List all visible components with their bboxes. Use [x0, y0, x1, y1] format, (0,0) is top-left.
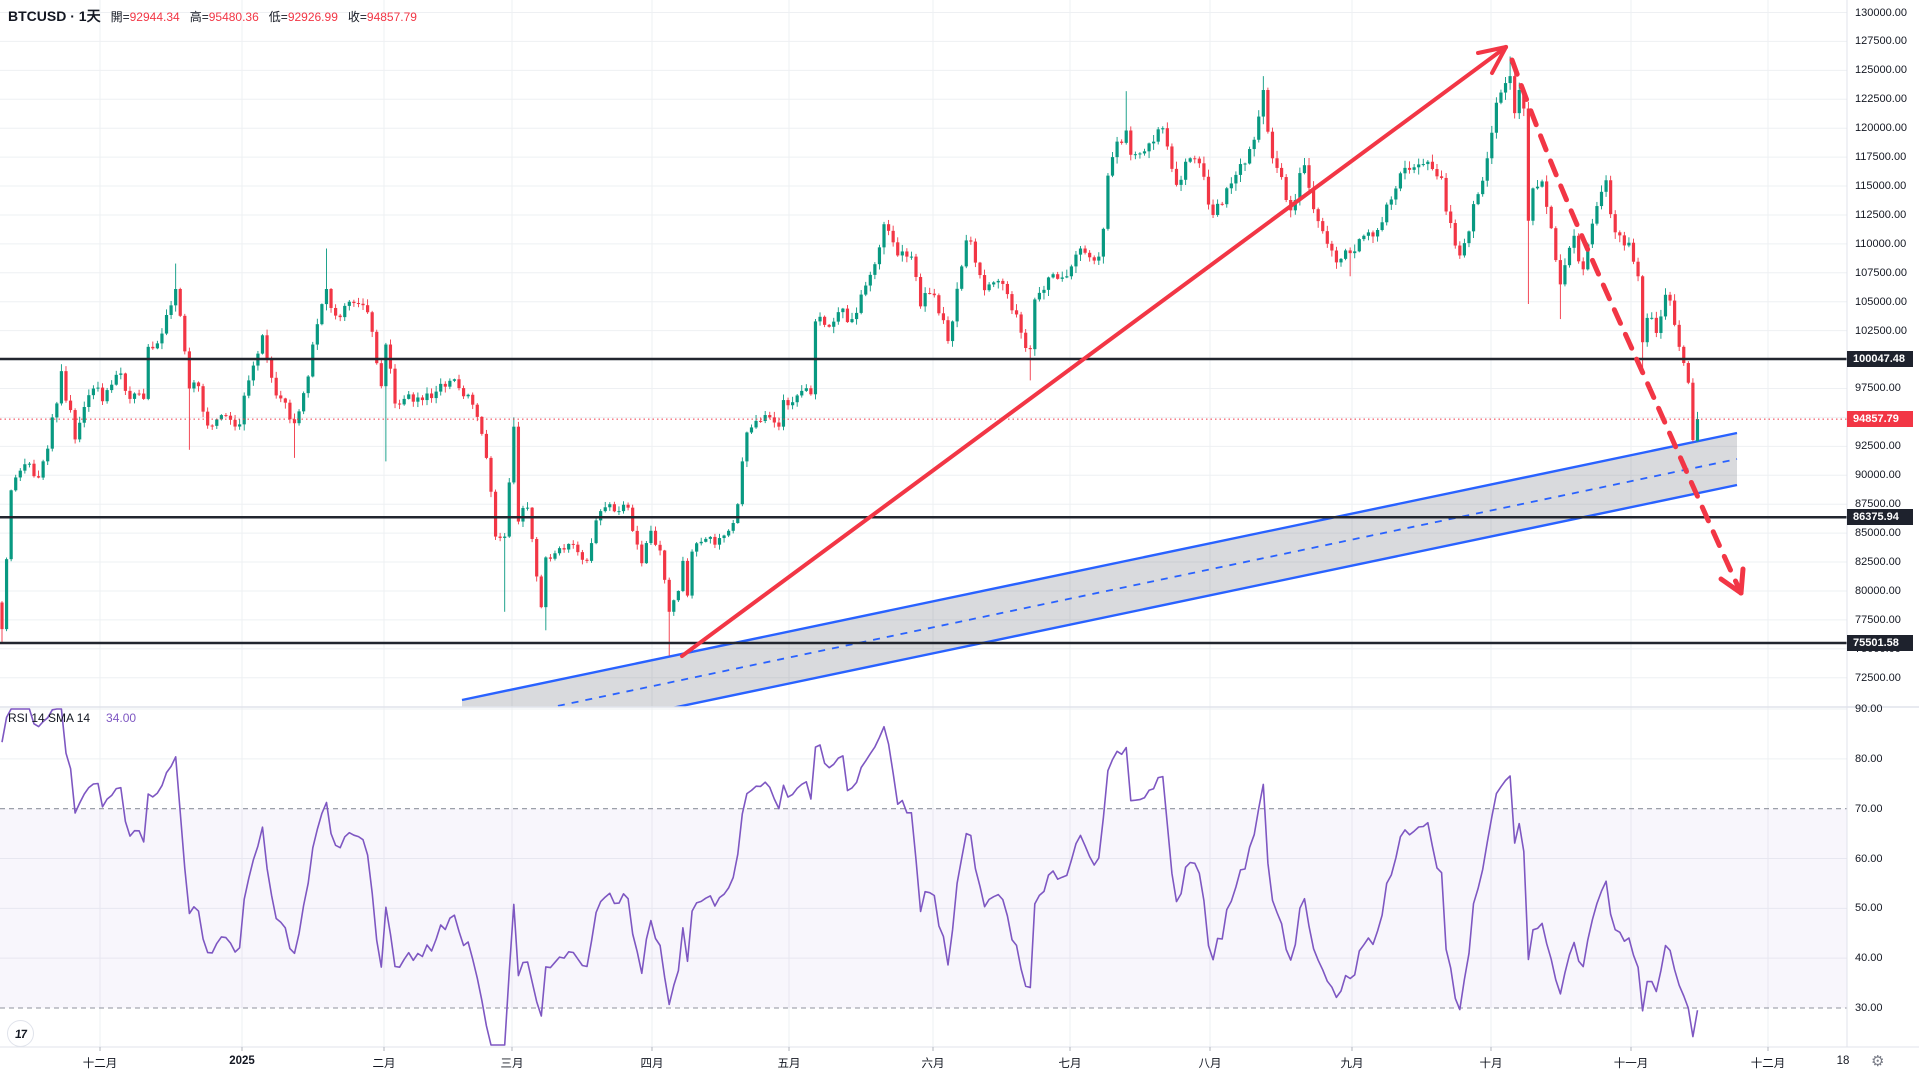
- ohlc-close: 收=94857.79: [347, 10, 417, 24]
- tradingview-logo[interactable]: 17: [7, 1020, 34, 1047]
- horizontal-line-drawings[interactable]: [0, 357, 1847, 645]
- rsi-band: [0, 808, 1847, 1009]
- rsi-tick-label: 40.00: [1855, 952, 1883, 965]
- price-level-label: 86375.94: [1847, 509, 1913, 526]
- price-tick-label: 85000.00: [1855, 527, 1901, 540]
- candlestick-series[interactable]: [0, 56, 1700, 656]
- price-tick-label: 127500.00: [1855, 35, 1907, 48]
- time-tick-label: 十一月: [1613, 1058, 1649, 1070]
- rsi-tick-label: 50.00: [1855, 902, 1883, 915]
- price-tick-label: 122500.00: [1855, 93, 1907, 106]
- ohlc-low: 低=92926.99: [268, 10, 338, 24]
- time-axis[interactable]: 十二月 2025 二月 三月 四月 五月 六月 七月 八月 九月 十月 十一月 十二月 18: [0, 1048, 1919, 1079]
- rsi-tick-label: 60.00: [1855, 852, 1883, 865]
- price-tick-label: 80000.00: [1855, 584, 1901, 597]
- price-tick-label: 105000.00: [1855, 295, 1907, 308]
- price-tick-label: 82500.00: [1855, 556, 1901, 569]
- time-tick-label: 十二月: [82, 1058, 118, 1070]
- price-level-label: 94857.79: [1847, 411, 1913, 428]
- time-tick-label: 八月: [1198, 1058, 1222, 1070]
- rsi-tick-label: 90.00: [1855, 703, 1883, 715]
- rsi-tick-label: 30.00: [1855, 1002, 1883, 1014]
- rsi-title: RSI 14 SMA 14: [8, 711, 91, 725]
- ohlc-high: 高=95480.36: [189, 10, 259, 24]
- price-tick-label: 120000.00: [1855, 122, 1907, 135]
- price-tick-label: 125000.00: [1855, 64, 1907, 77]
- price-tick-label: 110000.00: [1855, 237, 1907, 250]
- price-tick-label: 97500.00: [1855, 382, 1901, 395]
- time-tick-label: 五月: [777, 1058, 801, 1070]
- rsi-tick-label: 70.00: [1855, 802, 1883, 815]
- settings-gear-icon[interactable]: ⚙: [1871, 1053, 1885, 1070]
- time-tick-label: 九月: [1340, 1058, 1364, 1070]
- price-tick-label: 102500.00: [1855, 324, 1907, 337]
- price-tick-label: 117500.00: [1855, 151, 1907, 164]
- rsi-line: [1, 708, 1699, 1046]
- time-tick-label: 18: [1836, 1055, 1850, 1067]
- rsi-value: 34.00: [106, 711, 137, 725]
- symbol-title: BTCUSD · 1天: [8, 8, 101, 24]
- time-tick-label: 十月: [1479, 1058, 1503, 1070]
- price-tick-label: 90000.00: [1855, 469, 1901, 482]
- symbol-legend[interactable]: BTCUSD · 1天 開=92944.34 高=95480.36 低=9292…: [8, 6, 417, 26]
- ohlc-open: 開=92944.34: [110, 10, 180, 24]
- tradingview-logo-glyph: 17: [14, 1026, 27, 1041]
- price-tick-label: 107500.00: [1855, 266, 1907, 279]
- price-tick-label: 115000.00: [1855, 180, 1907, 193]
- price-tick-label: 77500.00: [1855, 613, 1901, 626]
- price-level-label: 100047.48: [1847, 351, 1913, 368]
- price-axis[interactable]: 130000.00 127500.00 125000.00 122500.00 1200…: [1848, 0, 1919, 1047]
- time-tick-label: 二月: [372, 1058, 396, 1070]
- price-tick-label: 112500.00: [1855, 208, 1907, 221]
- time-tick-label: 七月: [1058, 1058, 1082, 1070]
- time-tick-label: 六月: [921, 1058, 945, 1070]
- price-tick-label: 87500.00: [1855, 498, 1901, 511]
- time-tick-label: 十二月: [1750, 1058, 1786, 1070]
- time-tick-label: 四月: [640, 1058, 664, 1070]
- rsi-tick-label: 80.00: [1855, 752, 1883, 765]
- price-tick-label: 92500.00: [1855, 440, 1901, 453]
- parallel-channel-drawing[interactable]: [461, 431, 1738, 752]
- price-level-label: 75501.58: [1847, 635, 1913, 651]
- trend-arrow-drawings[interactable]: [680, 45, 1746, 658]
- price-tick-label: 72500.00: [1855, 671, 1901, 684]
- time-tick-label: 三月: [500, 1058, 524, 1070]
- rsi-legend[interactable]: RSI 14 SMA 14 34.00: [8, 711, 136, 725]
- time-tick-label: 2025: [229, 1055, 255, 1067]
- price-tick-label: 130000.00: [1855, 6, 1907, 19]
